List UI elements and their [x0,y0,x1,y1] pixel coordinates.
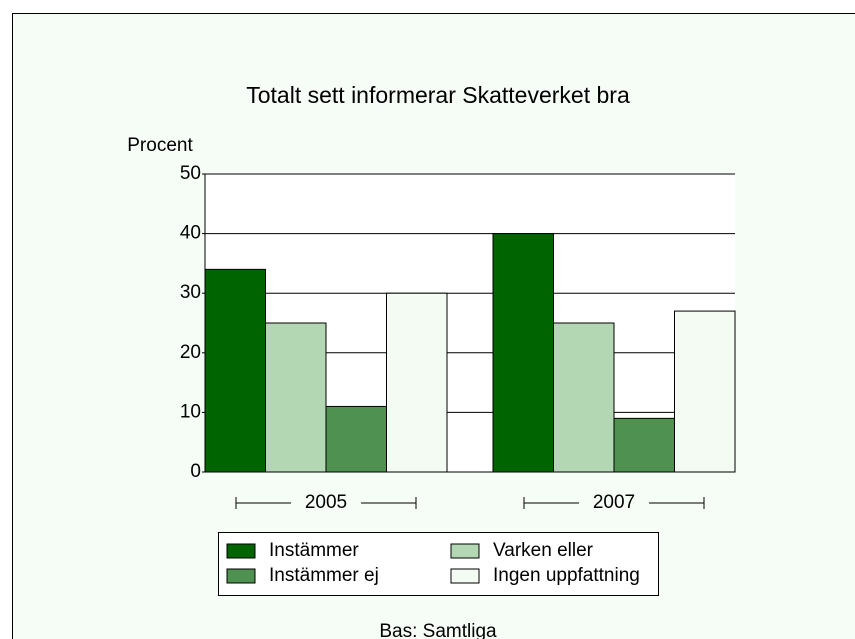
y-tick-label: 40 [180,223,201,244]
legend-swatch [450,543,480,559]
legend-swatch [226,543,256,559]
y-tick-label: 20 [180,342,201,363]
y-axis-label: Procent [127,135,193,156]
bar [386,292,448,473]
bar [553,322,615,473]
y-tick-label: 30 [180,282,201,303]
y-tick-label: 10 [180,401,201,422]
legend-box [218,532,659,596]
bar [325,405,387,473]
bar [613,417,675,473]
bar [674,310,736,473]
legend-label: Ingen uppfattning [493,565,640,586]
footnote: Bas: Samtliga [379,621,497,639]
bar [492,233,554,473]
x-tick-label: 2007 [593,492,635,513]
legend-swatch [450,568,480,584]
legend-label: Varken eller [493,540,594,561]
legend-swatch [226,568,256,584]
chart-title: Totalt sett informerar Skatteverket bra [246,82,630,108]
y-tick-label: 50 [180,163,201,184]
bar [204,268,266,473]
legend-label: Instämmer [269,540,359,561]
bar [265,322,327,473]
y-tick-label: 0 [190,461,201,482]
legend-label: Instämmer ej [269,565,379,586]
x-tick-label: 2005 [305,492,347,513]
